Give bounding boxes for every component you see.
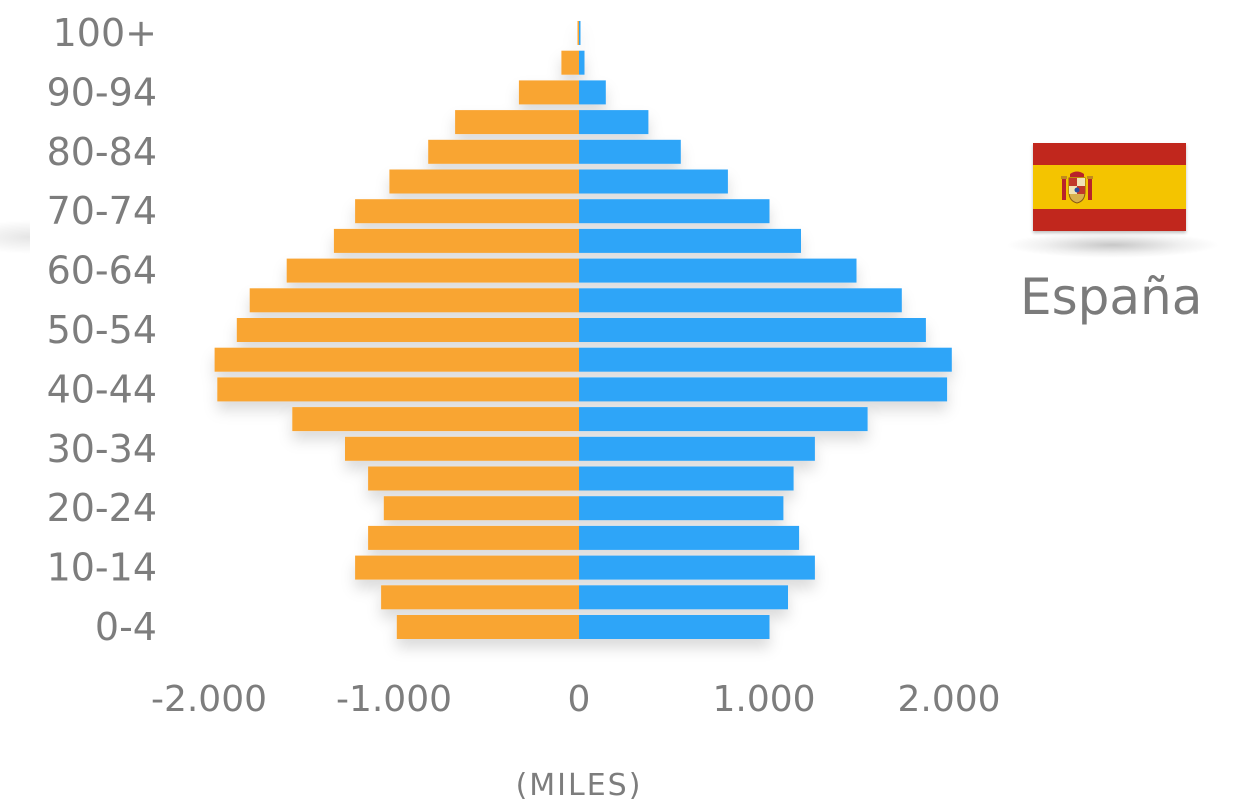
- bar-right-15-19: [579, 525, 800, 550]
- bar-left-40-44: [217, 377, 580, 402]
- bar-right-80-84: [579, 139, 681, 164]
- bar-left-75-79: [389, 169, 579, 194]
- bar-right-70-74: [579, 199, 770, 224]
- bar-left-10-14: [355, 555, 579, 580]
- y-tick-label: 40-44: [47, 367, 157, 411]
- bar-right-85-89: [579, 110, 649, 135]
- flag-stripe-middle: [1033, 165, 1186, 209]
- bar-right-45-49: [579, 347, 952, 372]
- bar-left-95-99: [561, 50, 579, 75]
- bar-right-65-69: [579, 228, 801, 253]
- bar-right-60-64: [579, 258, 857, 283]
- bar-left-100+: [577, 21, 579, 45]
- y-tick-label: 50-54: [47, 308, 157, 352]
- bar-left-90-94: [518, 80, 579, 105]
- bar-left-45-49: [214, 347, 579, 372]
- bar-left-50-54: [236, 318, 580, 342]
- bar-left-0-4: [396, 615, 579, 639]
- bar-left-80-84: [428, 139, 579, 164]
- y-tick-label: 80-84: [47, 130, 157, 174]
- y-tick-label: 20-24: [47, 486, 157, 530]
- y-tick-label: 0-4: [95, 605, 157, 649]
- bar-left-65-69: [333, 228, 579, 253]
- bars-group: [214, 21, 952, 639]
- bar-right-10-14: [579, 555, 815, 580]
- flag-shadow: [1005, 232, 1220, 258]
- x-tick-label: -1.000: [336, 679, 452, 720]
- bar-right-5-9: [579, 585, 788, 610]
- bar-left-70-74: [355, 199, 579, 224]
- bar-right-100+: [579, 21, 581, 45]
- bar-left-15-19: [368, 525, 579, 550]
- bar-right-20-24: [579, 496, 784, 521]
- flag-stripe-top: [1033, 143, 1186, 165]
- bar-right-95-99: [579, 50, 585, 75]
- bar-right-0-4: [579, 615, 770, 639]
- x-tick-label: -2.000: [151, 679, 267, 720]
- x-axis-label: (MILES): [516, 768, 643, 803]
- bar-right-25-29: [579, 466, 794, 491]
- y-tick-label: 30-34: [47, 427, 157, 471]
- decorative-shadow: [0, 220, 30, 254]
- bar-right-75-79: [579, 169, 728, 194]
- bar-left-85-89: [455, 110, 579, 135]
- bar-left-25-29: [368, 466, 579, 491]
- bar-left-30-34: [345, 436, 579, 461]
- bar-right-90-94: [579, 80, 606, 105]
- y-tick-label: 60-64: [47, 249, 157, 293]
- x-tick-label: 1.000: [712, 679, 815, 720]
- bar-right-30-34: [579, 436, 815, 461]
- spain-flag-icon: [1033, 143, 1186, 231]
- y-tick-label: 70-74: [47, 189, 157, 233]
- bar-left-60-64: [286, 258, 579, 283]
- y-axis-tick-labels: 0-4 10-14 20-24 30-34 40-44 50-54 60-64 70-74 80…: [47, 11, 157, 649]
- coat-of-arms-icon: [1061, 171, 1093, 204]
- bar-right-55-59: [579, 288, 902, 313]
- x-tick-label: 2.000: [897, 679, 1000, 720]
- y-tick-label: 90-94: [47, 70, 157, 114]
- country-name: España: [1020, 268, 1203, 326]
- x-axis-tick-labels: -2.000 -1.000 0 1.000 2.000: [151, 679, 1001, 720]
- flag-stripe-bottom: [1033, 209, 1186, 231]
- bar-right-50-54: [579, 318, 926, 342]
- bar-left-20-24: [383, 496, 579, 521]
- x-tick-label: 0: [568, 679, 591, 720]
- bar-right-40-44: [579, 377, 948, 402]
- bar-left-5-9: [381, 585, 579, 610]
- bar-left-55-59: [249, 288, 579, 313]
- y-tick-label: 100+: [53, 11, 157, 55]
- y-tick-label: 10-14: [47, 546, 157, 590]
- bar-right-35-39: [579, 407, 868, 432]
- bar-left-35-39: [292, 407, 580, 432]
